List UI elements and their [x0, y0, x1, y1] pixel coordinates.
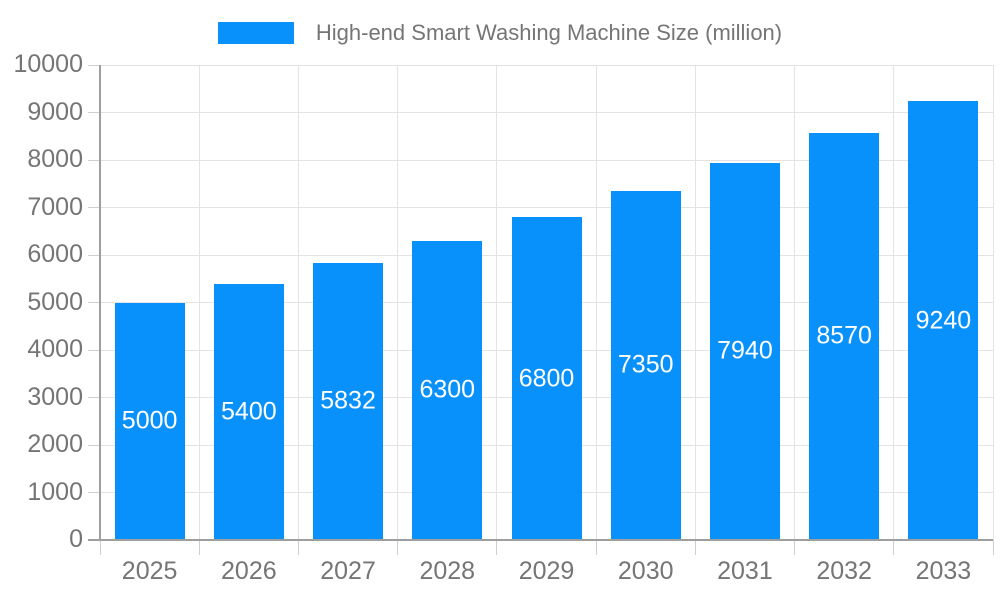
- bar: [114, 302, 185, 540]
- y-tick-label: 9000: [27, 97, 83, 126]
- y-tick-label: 5000: [27, 287, 83, 316]
- x-axis-tick: [794, 540, 796, 555]
- y-tick-label: 8000: [27, 144, 83, 173]
- bar: [313, 262, 384, 540]
- bar-value-label: 6800: [518, 364, 575, 392]
- legend-swatch: [217, 22, 294, 44]
- y-axis-line: [99, 65, 101, 540]
- v-gridline: [297, 65, 299, 540]
- bar-value-label: 9240: [915, 306, 972, 335]
- bar: [908, 101, 979, 540]
- x-axis-tick: [496, 540, 498, 555]
- bar: [213, 283, 284, 540]
- bar-value-label: 8570: [816, 321, 872, 350]
- y-axis-tick: [88, 254, 100, 256]
- bar-value-label: 5000: [121, 406, 178, 435]
- v-gridline: [496, 65, 498, 540]
- v-gridline: [694, 65, 696, 540]
- v-gridline: [794, 65, 796, 540]
- y-axis-tick: [88, 397, 100, 398]
- y-tick-label: 7000: [27, 192, 83, 221]
- x-tick-label: 2025: [121, 557, 178, 585]
- bar-value-label: 5832: [320, 386, 376, 415]
- bar: [412, 240, 483, 540]
- y-axis-tick: [88, 444, 100, 446]
- bar-value-label: 7940: [717, 336, 773, 365]
- v-gridline: [397, 65, 399, 540]
- x-tick-label: 2027: [320, 557, 376, 585]
- y-tick-label: 1000: [27, 477, 83, 506]
- x-tick-label: 2028: [419, 557, 476, 585]
- x-axis-tick: [694, 540, 696, 555]
- v-gridline: [595, 65, 597, 540]
- y-tick-label: 4000: [27, 334, 83, 363]
- y-tick-label: 6000: [27, 239, 83, 268]
- y-axis-tick: [88, 159, 100, 161]
- h-gridline: [100, 159, 993, 161]
- x-tick-label: 2029: [518, 557, 575, 585]
- bar: [709, 162, 780, 540]
- y-tick-label: 2000: [27, 429, 83, 458]
- x-axis-tick: [99, 540, 101, 555]
- y-axis-tick: [88, 302, 100, 303]
- h-gridline: [100, 112, 993, 113]
- x-tick-label: 2030: [617, 557, 674, 585]
- y-axis-tick: [88, 349, 100, 351]
- y-axis-tick: [88, 112, 100, 113]
- v-gridline: [893, 65, 895, 540]
- y-axis-tick: [88, 207, 100, 208]
- bar-value-label: 5400: [221, 397, 277, 426]
- y-tick-label: 10000: [13, 49, 83, 78]
- bar: [809, 132, 880, 540]
- x-axis-tick: [198, 540, 200, 555]
- x-axis-tick: [893, 540, 895, 555]
- h-gridline: [100, 64, 993, 66]
- x-tick-label: 2031: [717, 557, 773, 585]
- chart-legend: High-end Smart Washing Machine Size (mil…: [0, 20, 1000, 46]
- x-tick-label: 2026: [221, 557, 277, 585]
- bar-value-label: 6300: [419, 375, 476, 404]
- x-axis-tick: [297, 540, 299, 555]
- bar: [511, 217, 582, 540]
- h-gridline: [100, 207, 993, 208]
- y-axis-tick: [88, 64, 100, 66]
- v-gridline: [198, 65, 200, 540]
- y-tick-label: 3000: [27, 382, 83, 411]
- y-tick-label: 0: [69, 524, 83, 553]
- bar-value-label: 7350: [617, 350, 674, 379]
- x-axis-tick: [397, 540, 399, 555]
- bar: [610, 190, 681, 540]
- x-tick-label: 2032: [816, 557, 872, 585]
- x-axis-line: [88, 539, 993, 541]
- x-axis-tick: [595, 540, 597, 555]
- x-axis-tick: [992, 540, 994, 555]
- x-tick-label: 2033: [915, 557, 972, 585]
- v-gridline: [992, 65, 994, 540]
- legend-label: High-end Smart Washing Machine Size (mil…: [315, 20, 783, 45]
- y-axis-tick: [88, 492, 100, 493]
